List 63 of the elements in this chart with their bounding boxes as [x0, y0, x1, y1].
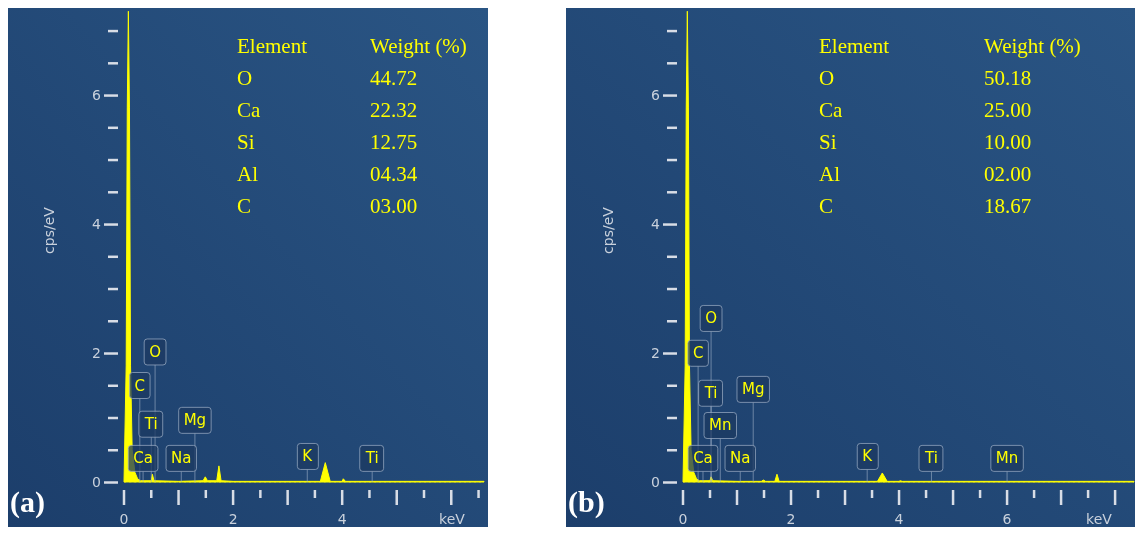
annotation: Ti — [143, 415, 158, 434]
annotation: Al — [237, 162, 259, 186]
x-tick-label: 6 — [1002, 511, 1012, 527]
x-axis-title: keV — [1086, 511, 1113, 527]
y-tick-label: 2 — [92, 345, 101, 361]
annotation: C — [237, 194, 252, 218]
annotation: 04.34 — [370, 162, 418, 186]
annotation: 25.00 — [984, 98, 1032, 122]
y-axis-title: cps/eV — [41, 206, 57, 254]
annotation: 44.72 — [370, 66, 418, 90]
annotation: Mn — [995, 449, 1019, 468]
annotation: Si — [819, 130, 837, 154]
y-tick-label: 6 — [651, 87, 661, 104]
annotation: Ti — [924, 449, 938, 468]
text: (b) — [568, 485, 605, 519]
annotation: Ti — [364, 449, 379, 468]
y-axis-title: cps/eV — [600, 206, 616, 254]
annotation: 02.00 — [984, 162, 1032, 186]
annotation: 10.00 — [984, 130, 1032, 154]
x-tick-label: 4 — [894, 511, 904, 527]
annotation: 18.67 — [984, 194, 1032, 218]
x-tick-label: 4 — [337, 511, 347, 527]
annotation: Ti — [703, 384, 718, 403]
annotation: Mg — [183, 411, 207, 430]
y-tick-label: 4 — [92, 216, 102, 233]
x-tick-label: 2 — [786, 511, 796, 527]
annotation: Weight (%) — [984, 34, 1081, 58]
annotation: Element — [237, 34, 308, 58]
annotation: Si — [237, 130, 255, 154]
annotation: Na — [730, 449, 751, 468]
annotation: Ca — [237, 98, 262, 122]
annotation: Element — [819, 34, 890, 58]
y-tick-label: 4 — [651, 216, 661, 233]
y-tick-label: 2 — [651, 345, 660, 361]
annotation: 50.18 — [984, 66, 1032, 90]
annotation: Al — [819, 162, 841, 186]
annotation: O — [237, 66, 253, 90]
annotation: Ca — [693, 449, 713, 468]
text: (a) — [10, 485, 45, 519]
annotation: Ca — [133, 449, 153, 468]
annotation: C — [819, 194, 834, 218]
annotation: 12.75 — [370, 130, 418, 154]
x-axis-title: keV — [439, 511, 466, 527]
x-tick-label: 0 — [119, 511, 129, 527]
annotation: O — [819, 66, 835, 90]
annotation: C — [134, 376, 146, 395]
annotation: Weight (%) — [370, 34, 467, 58]
annotation: O — [705, 309, 717, 328]
y-tick-label: 0 — [651, 473, 660, 490]
annotation: Ca — [819, 98, 844, 122]
annotation: Na — [171, 449, 192, 468]
annotation: K — [862, 447, 874, 466]
annotation: O — [149, 342, 161, 361]
x-tick-label: 0 — [678, 511, 688, 527]
annotation: Mn — [709, 416, 732, 435]
annotation: Mg — [741, 380, 765, 399]
y-tick-label: 0 — [92, 473, 101, 490]
x-tick-label: 2 — [228, 511, 238, 527]
annotation: K — [302, 447, 314, 466]
y-tick-label: 6 — [92, 87, 102, 104]
annotation: 22.32 — [370, 98, 418, 122]
annotation: C — [692, 344, 704, 363]
annotation: 03.00 — [370, 194, 418, 218]
